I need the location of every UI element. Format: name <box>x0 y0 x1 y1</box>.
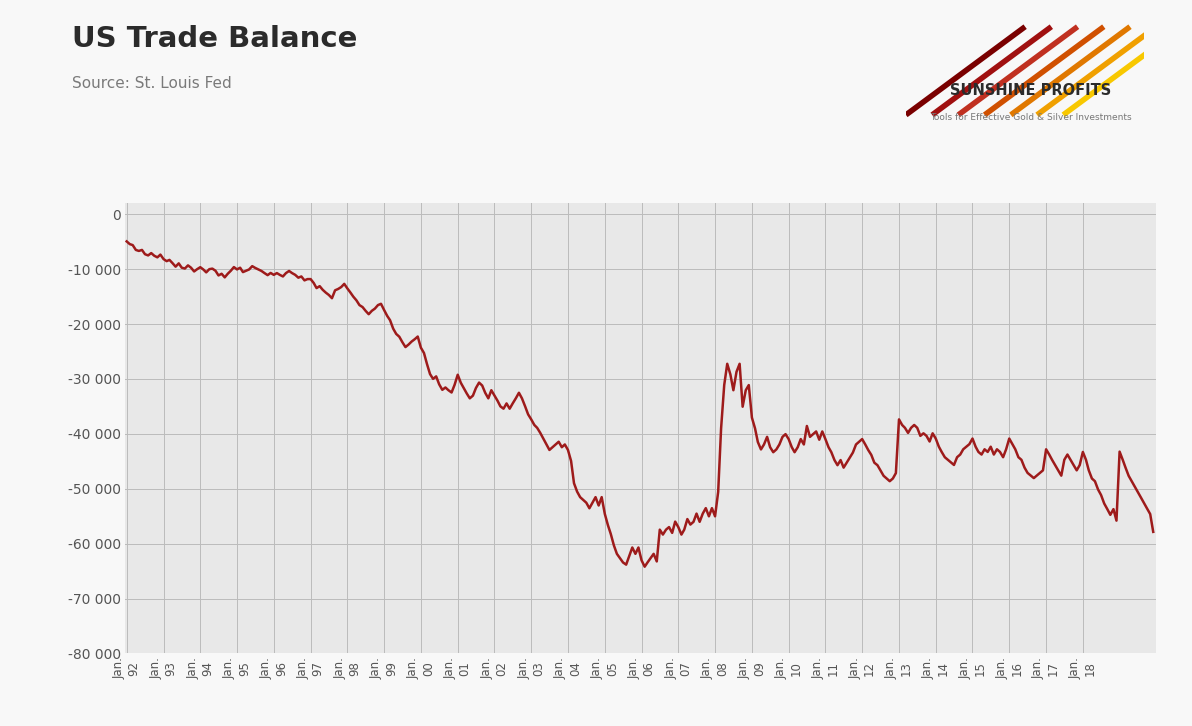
Text: Source: St. Louis Fed: Source: St. Louis Fed <box>72 76 231 91</box>
Text: US Trade Balance: US Trade Balance <box>72 25 356 54</box>
Text: Tools for Effective Gold & Silver Investments: Tools for Effective Gold & Silver Invest… <box>930 113 1132 121</box>
Text: SUNSHINE PROFITS: SUNSHINE PROFITS <box>950 83 1112 99</box>
